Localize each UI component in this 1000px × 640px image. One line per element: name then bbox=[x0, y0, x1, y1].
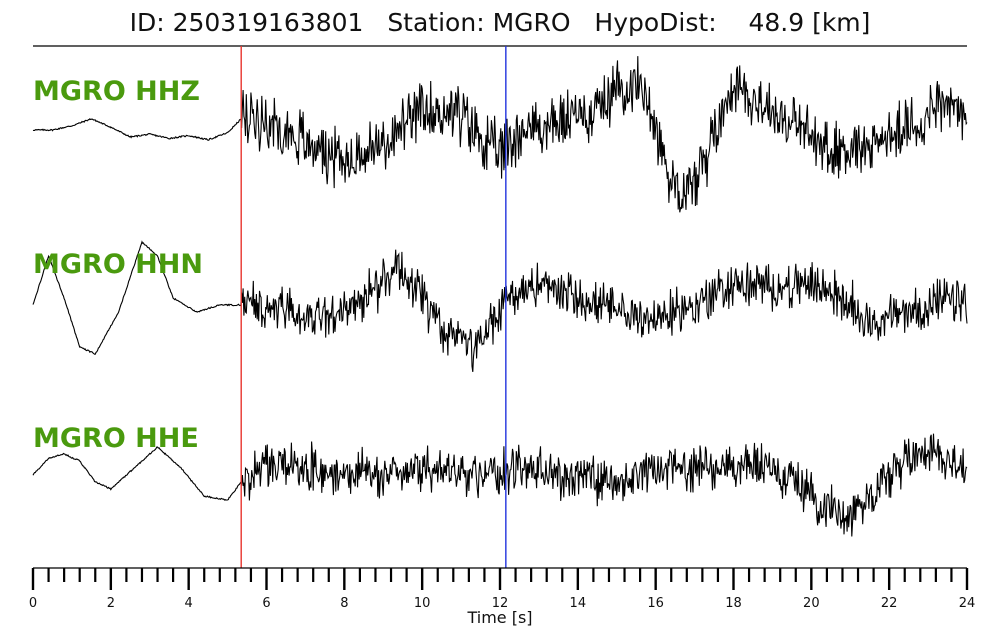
channel-label-2: MGRO HHN bbox=[33, 249, 203, 280]
x-tick-label: 12 bbox=[492, 596, 509, 611]
x-tick-label: 10 bbox=[414, 596, 431, 611]
x-tick-label: 4 bbox=[185, 596, 193, 611]
trace-3 bbox=[32, 433, 968, 537]
event-id-label: ID: bbox=[129, 8, 165, 37]
traces-group bbox=[32, 56, 968, 537]
plot-title: ID: 250319163801 Station: MGRO HypoDist:… bbox=[0, 8, 1000, 37]
x-tick-label: 8 bbox=[340, 596, 348, 611]
x-tick-label: 18 bbox=[725, 596, 742, 611]
hypodist-unit: [km] bbox=[812, 8, 871, 37]
event-id-value: 250319163801 bbox=[172, 8, 364, 37]
x-tick-label: 6 bbox=[262, 596, 270, 611]
channel-labels-group: MGRO HHZ MGRO HHN MGRO HHE bbox=[33, 76, 203, 454]
x-tick-label: 24 bbox=[959, 596, 976, 611]
x-tick-label: 14 bbox=[570, 596, 587, 611]
x-tick-label: 22 bbox=[881, 596, 898, 611]
station-value: MGRO bbox=[492, 8, 571, 37]
x-tick-label: 0 bbox=[29, 596, 37, 611]
hypodist-label: HypoDist: bbox=[594, 8, 717, 37]
picks-group bbox=[240, 46, 507, 568]
x-tick-label: 20 bbox=[803, 596, 820, 611]
x-tick-label: 2 bbox=[107, 596, 115, 611]
hypodist-value: 48.9 bbox=[748, 8, 805, 37]
trace-1 bbox=[32, 56, 968, 213]
channel-label-3: MGRO HHE bbox=[33, 423, 199, 454]
trace-2 bbox=[32, 240, 968, 372]
channel-label-1: MGRO HHZ bbox=[33, 76, 200, 107]
x-tick-label: 16 bbox=[647, 596, 664, 611]
x-axis-label: Time [s] bbox=[466, 608, 532, 627]
station-label: Station: bbox=[387, 8, 485, 37]
